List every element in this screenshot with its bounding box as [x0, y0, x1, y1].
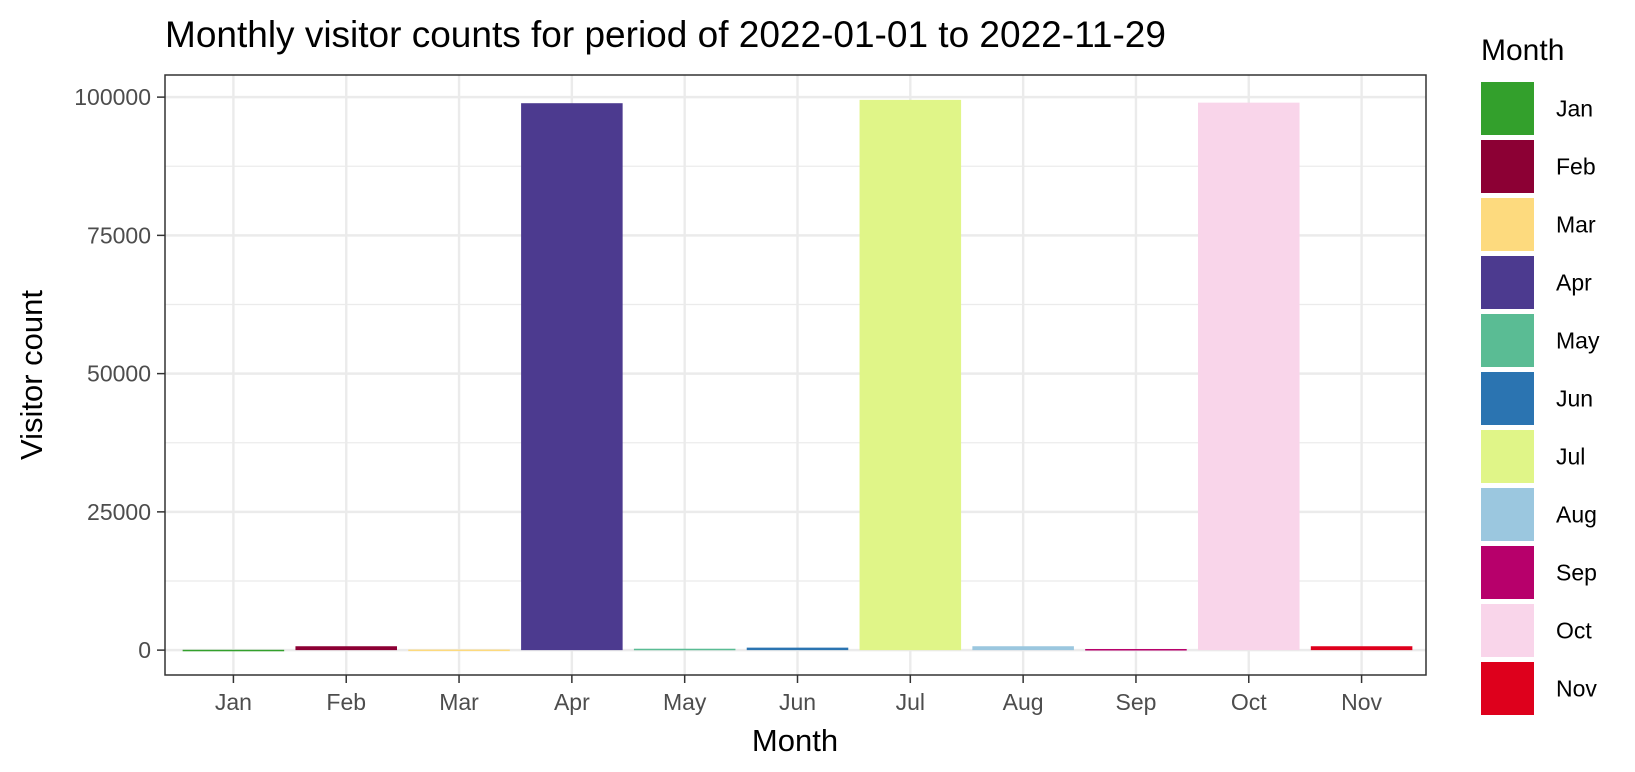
- legend-swatch-apr: [1481, 256, 1534, 309]
- bar-feb: [295, 646, 397, 651]
- bar-mar: [408, 649, 510, 652]
- y-axis-title: Visitor count: [14, 290, 49, 460]
- x-tick-label: Jul: [896, 689, 925, 715]
- y-tick-label: 100000: [74, 84, 151, 110]
- legend-label: Sep: [1556, 560, 1597, 586]
- legend-label: Aug: [1556, 502, 1597, 528]
- bar-aug: [972, 646, 1074, 651]
- legend-swatch-nov: [1481, 662, 1534, 715]
- x-tick-label: Feb: [326, 689, 366, 715]
- legend-label: Jun: [1556, 386, 1593, 412]
- bar-apr: [521, 103, 623, 651]
- bar-nov: [1310, 646, 1413, 651]
- legend-swatch-aug: [1481, 488, 1534, 541]
- legend-label: Nov: [1556, 676, 1597, 702]
- legend-swatch-oct: [1481, 604, 1534, 657]
- x-tick-label: Apr: [554, 689, 590, 715]
- y-tick-label: 50000: [87, 361, 151, 387]
- y-tick-label: 0: [138, 637, 151, 663]
- legend-swatch-feb: [1481, 140, 1534, 193]
- chart-title: Monthly visitor counts for period of 202…: [165, 14, 1166, 55]
- legend-label: Feb: [1556, 154, 1596, 180]
- y-tick-label: 25000: [87, 499, 151, 525]
- x-tick-label: Jun: [779, 689, 816, 715]
- x-axis-title: Month: [752, 723, 838, 758]
- x-tick-label: May: [663, 689, 707, 715]
- x-tick-label: Nov: [1341, 689, 1382, 715]
- x-tick-label: Sep: [1115, 689, 1156, 715]
- legend-swatch-jun: [1481, 372, 1534, 425]
- legend-swatch-sep: [1481, 546, 1534, 599]
- legend-label: Oct: [1556, 618, 1592, 644]
- x-tick-label: Jan: [215, 689, 252, 715]
- bar-jun: [746, 647, 849, 651]
- legend-title: Month: [1481, 34, 1564, 67]
- legend: Month Jan Feb Mar Apr May Jun Jul Aug Sep Oct Nov: [1481, 34, 1600, 715]
- bar-jul: [859, 99, 962, 651]
- x-tick-label: Oct: [1231, 689, 1267, 715]
- x-tick-label: Aug: [1003, 689, 1044, 715]
- bar-oct: [1198, 102, 1300, 651]
- plot-border: [164, 74, 1427, 676]
- legend-label: Jan: [1556, 96, 1593, 122]
- x-axis: Jan Feb Mar Apr May Jun Jul Aug Sep Oct Nov: [215, 675, 1383, 715]
- legend-swatch-may: [1481, 314, 1534, 367]
- bars: [182, 99, 1413, 652]
- bar-may: [633, 648, 736, 651]
- legend-swatch-mar: [1481, 198, 1534, 251]
- y-tick-label: 75000: [87, 222, 151, 248]
- legend-label: Apr: [1556, 270, 1592, 296]
- legend-label: May: [1556, 328, 1600, 354]
- x-tick-label: Mar: [439, 689, 479, 715]
- legend-label: Mar: [1556, 212, 1596, 238]
- bar-jan: [182, 649, 285, 652]
- legend-swatch-jan: [1481, 82, 1534, 135]
- legend-label: Jul: [1556, 444, 1585, 470]
- y-axis: 0 25000 50000 75000 100000: [74, 84, 165, 663]
- bar-sep: [1085, 649, 1187, 651]
- legend-swatch-jul: [1481, 430, 1534, 483]
